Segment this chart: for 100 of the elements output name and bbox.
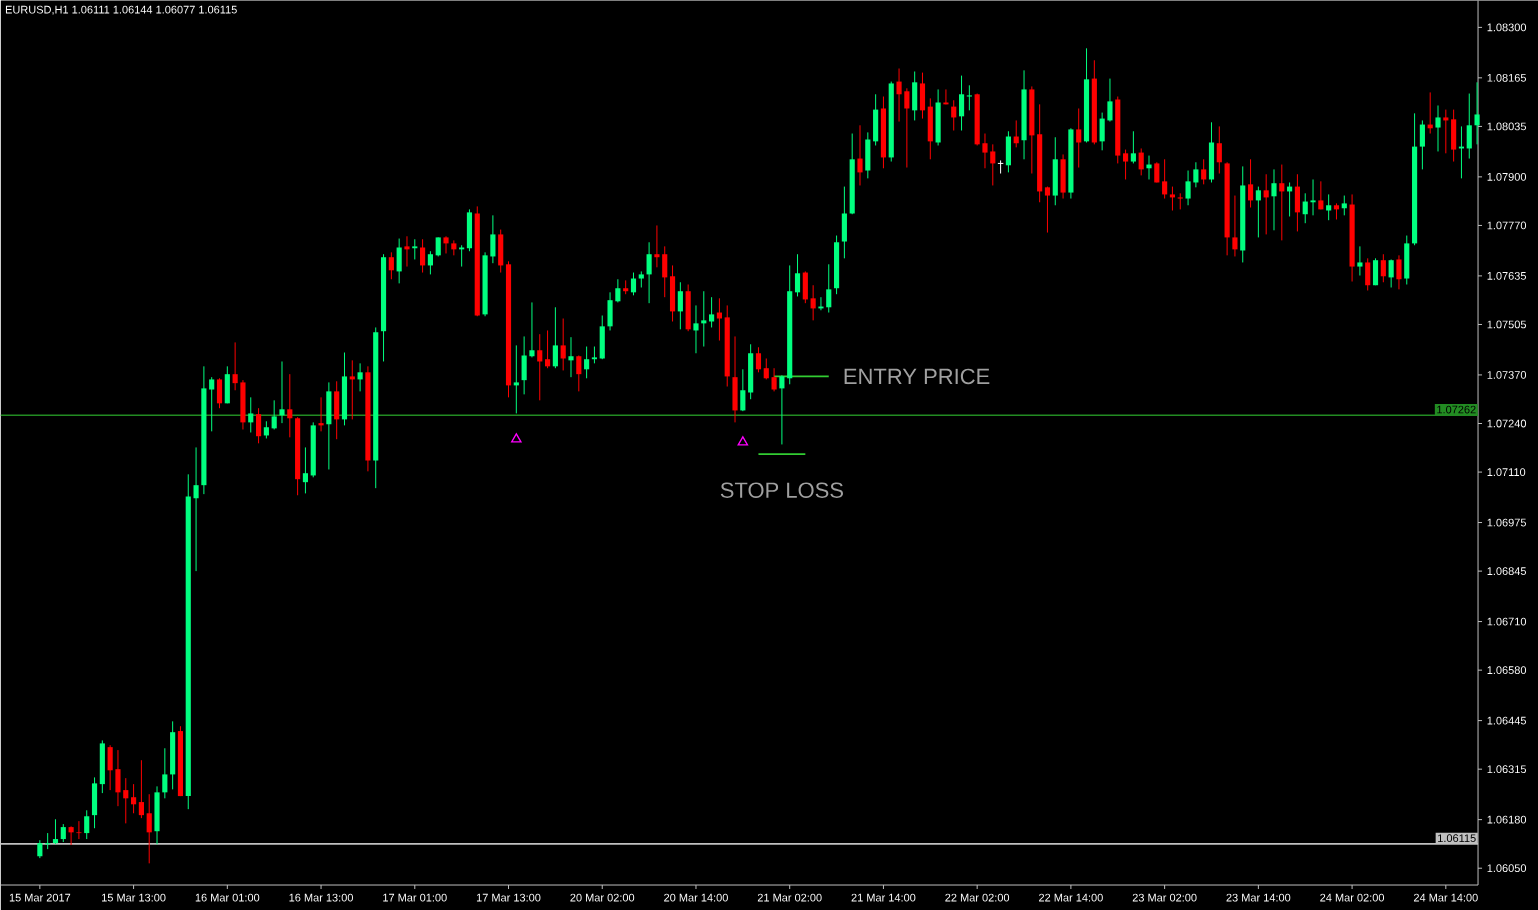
candlestick	[1271, 168, 1277, 231]
candlestick	[1341, 195, 1347, 216]
candlestick	[1123, 149, 1129, 180]
candlestick	[568, 336, 574, 378]
candlestick	[52, 818, 59, 845]
candlestick	[162, 747, 168, 799]
candlestick	[1216, 125, 1222, 175]
candlestick	[529, 301, 535, 358]
candlestick	[1380, 253, 1386, 283]
y-tick-label: 1.07635	[1487, 272, 1527, 280]
annotation: STOP LOSS	[720, 482, 843, 498]
y-tick-label: 1.07240	[1487, 419, 1527, 428]
candlestick	[1365, 257, 1371, 291]
candlestick	[131, 783, 137, 814]
candlestick	[1419, 119, 1425, 170]
x-tick-label: 17 Mar 01:00	[383, 893, 447, 902]
candlestick	[1326, 193, 1332, 221]
candlestick	[248, 396, 254, 433]
candlestick	[794, 253, 801, 297]
candlestick	[138, 759, 144, 819]
candlestick	[279, 360, 285, 424]
candlestick	[1107, 78, 1113, 123]
candlestick	[115, 749, 121, 807]
candlestick	[693, 304, 699, 354]
candlestick	[1310, 178, 1316, 216]
candlestick	[412, 238, 418, 260]
candlestick	[755, 346, 762, 373]
candlestick	[255, 407, 262, 444]
candlestick	[1396, 254, 1402, 290]
candlestick	[709, 296, 715, 328]
candlestick	[544, 329, 551, 369]
candlestick	[630, 272, 637, 296]
candlestick	[662, 245, 668, 298]
candlestick	[435, 236, 441, 257]
x-tick-label: 17 Mar 13:00	[476, 893, 541, 902]
candlestick	[1169, 186, 1176, 211]
candlestick	[740, 368, 746, 412]
candlestick	[584, 346, 590, 379]
x-tick-label: 24 Mar 14:00	[1413, 893, 1478, 902]
y-tick-label: 1.07770	[1487, 221, 1527, 230]
y-tick-label: 1.08035	[1487, 122, 1527, 131]
annotation: ENTRY PRICE	[844, 368, 990, 385]
x-tick-label: 15 Mar 2017	[9, 893, 71, 902]
candlestick	[1146, 155, 1152, 180]
candlestick	[576, 355, 582, 392]
candlestick	[318, 396, 324, 432]
candlestick	[459, 244, 465, 268]
x-tick-label: 21 Mar 02:00	[757, 893, 822, 902]
chart-title: EURUSD,H1 1.06111 1.06144 1.06077 1.06115	[5, 5, 237, 15]
y-tick-label: 1.06845	[1487, 567, 1527, 576]
y-tick-label: 1.07110	[1487, 468, 1526, 476]
y-tick-label: 1.06315	[1487, 765, 1527, 774]
y-tick-label: 1.06180	[1487, 815, 1527, 824]
y-tick-label: 1.07370	[1487, 371, 1527, 379]
candlestick	[810, 284, 816, 321]
candlestick	[193, 446, 199, 572]
candlestick	[763, 357, 769, 380]
candlestick	[1162, 158, 1168, 200]
candlestick	[1263, 173, 1269, 235]
candlestick	[1302, 192, 1308, 224]
candlestick	[997, 159, 1004, 175]
y-tick-label: 1.06050	[1487, 864, 1527, 873]
candlestick	[1318, 180, 1324, 210]
candlestick	[68, 825, 74, 846]
x-tick-label: 15 Mar 13:00	[102, 893, 166, 902]
candlestick	[427, 250, 433, 275]
candlestick	[1130, 130, 1136, 164]
y-tick-label: 1.07900	[1487, 172, 1527, 181]
x-tick-label: 23 Mar 14:00	[1226, 893, 1291, 902]
y-tick-label: 1.08300	[1487, 23, 1527, 32]
candlestick	[982, 133, 988, 169]
x-tick-label: 21 Mar 14:00	[851, 893, 916, 902]
candlestick	[490, 214, 496, 264]
y-tick-label: 1.07505	[1487, 320, 1527, 329]
candlestick	[701, 290, 707, 348]
candlestick	[1099, 112, 1105, 151]
candlestick	[420, 238, 426, 274]
candlestick	[966, 84, 972, 111]
y-tick-label: 1.06710	[1487, 617, 1527, 626]
candlestick	[76, 820, 82, 840]
candlestick	[654, 224, 660, 268]
candlestick	[216, 377, 223, 409]
candlestick	[1076, 107, 1082, 169]
x-tick-label: 23 Mar 02:00	[1132, 893, 1197, 902]
candlestick	[1185, 170, 1191, 206]
candlestick	[560, 318, 566, 371]
candlestick	[84, 809, 90, 840]
candlestick	[1474, 81, 1480, 145]
candlestick	[1247, 158, 1254, 209]
candlestick	[1255, 186, 1261, 238]
candlestick	[209, 376, 215, 432]
y-tick-label: 1.06445	[1487, 716, 1527, 725]
candlestick	[232, 341, 238, 391]
candlestick	[388, 251, 394, 280]
candlestick	[857, 124, 863, 186]
candlestick	[1388, 258, 1394, 288]
candlestick	[1138, 147, 1144, 176]
candlestick	[958, 75, 965, 132]
candlestick	[396, 238, 402, 284]
y-tick-label: 1.06580	[1487, 666, 1527, 675]
